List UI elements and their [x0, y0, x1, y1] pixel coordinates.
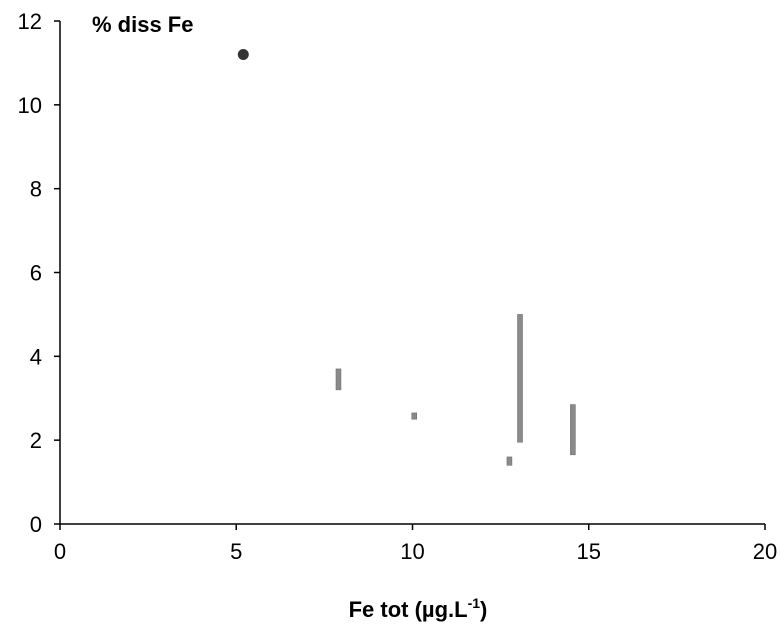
range-bar: [517, 314, 523, 443]
x-axis-title-close: ): [480, 597, 487, 622]
range-bar: [335, 368, 342, 391]
x-axis-title-superscript: -1: [468, 595, 481, 611]
y-tick-label: 12: [18, 9, 42, 34]
range-bar: [411, 412, 418, 420]
data-point: [237, 49, 249, 61]
range-bars: [335, 314, 576, 466]
x-tick-label: 5: [230, 539, 242, 564]
x-tick-label: 15: [577, 539, 601, 564]
x-tick-label: 10: [400, 539, 424, 564]
y-tick-label: 2: [30, 428, 42, 453]
x-tick-label: 0: [54, 539, 66, 564]
y-tick-label: 8: [30, 177, 42, 202]
range-bar: [570, 404, 576, 456]
y-axis-title: % diss Fe: [92, 12, 193, 37]
x-axis-title: Fe tot (µg.L-1): [349, 595, 488, 622]
range-bar: [506, 456, 513, 466]
y-axis-ticks: 0 2 4 6 8 10 12: [18, 9, 60, 537]
x-axis-ticks: 0 5 10 15 20: [54, 524, 777, 564]
x-axis-title-main: Fe tot (µg.L: [349, 597, 468, 622]
y-tick-label: 6: [30, 261, 42, 286]
data-points: [237, 49, 249, 61]
y-tick-label: 4: [30, 344, 42, 369]
y-tick-label: 10: [18, 93, 42, 118]
y-tick-label: 0: [30, 512, 42, 537]
x-tick-label: 20: [753, 539, 777, 564]
